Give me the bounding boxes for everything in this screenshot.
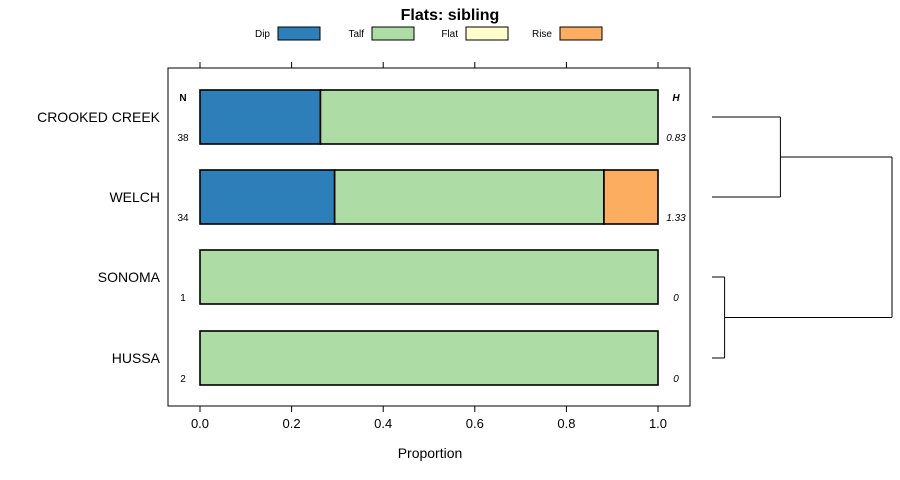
h-value-crooked-creek: 0.83 [666,133,686,144]
h-value-hussa: 0 [673,374,679,385]
legend-swatch-dip [277,26,321,41]
category-labels: CROOKED CREEK WELCH SONOMA HUSSA [37,109,161,366]
x-tick-label: 0.0 [191,416,209,431]
legend: Dip Talf Flat Rise [255,26,603,41]
bar-welch-dip [199,169,336,225]
plot-panel [167,67,691,407]
chart-title: Flats: sibling [401,7,500,24]
x-tick-label: 0.6 [466,416,484,431]
n-h-annotations: N H 38 0.83 34 1.33 1 0 2 0 [177,93,686,385]
legend-label-talf: Talf [348,29,364,40]
x-tick-label: 0.2 [283,416,301,431]
h-value-welch: 1.33 [666,213,686,224]
bar-crooked-creek-talf [319,89,659,145]
x-axis: 0.0 0.2 0.4 0.6 0.8 1.0 [191,62,667,431]
x-tick-label: 1.0 [649,416,667,431]
n-value-crooked-creek: 38 [177,133,189,144]
n-header: N [179,93,186,104]
bar-hussa-talf [199,330,659,386]
legend-label-rise: Rise [532,29,552,40]
dendrogram [712,116,893,359]
x-tick-label: 0.8 [557,416,575,431]
legend-label-dip: Dip [255,29,270,40]
h-value-sonoma: 0 [673,293,679,304]
category-label-hussa: HUSSA [112,350,161,366]
bar-crooked-creek-dip [199,89,322,145]
legend-swatch-rise [559,26,603,41]
bar-welch-talf [333,169,605,225]
legend-label-flat: Flat [441,29,458,40]
bar-welch-rise [603,169,659,225]
bar-sonoma-talf [199,249,659,305]
category-label-crooked-creek: CROOKED CREEK [37,109,161,125]
n-value-sonoma: 1 [180,293,186,304]
category-label-welch: WELCH [109,189,160,205]
category-label-sonoma: SONOMA [98,269,161,285]
x-tick-label: 0.4 [374,416,392,431]
n-value-welch: 34 [177,213,189,224]
n-value-hussa: 2 [180,374,186,385]
legend-swatch-flat [465,26,509,41]
bars [199,89,659,386]
x-axis-label: Proportion [398,445,463,461]
h-header: H [672,93,680,104]
legend-swatch-talf [371,26,415,41]
